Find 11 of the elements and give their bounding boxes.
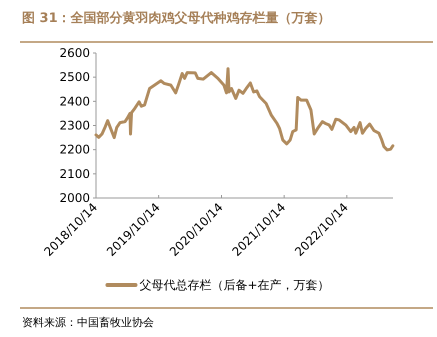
y-tick-label: 2500 [59,70,90,84]
legend-label: 父母代总存栏（后备+在产，万套） [139,278,330,292]
y-tick-label: 2600 [59,46,90,60]
y-tick-label: 2000 [59,191,90,205]
y-tick-label: 2200 [59,142,90,157]
y-tick-label: 2400 [59,94,90,108]
chart-title: 图 31：全国部分黄羽肉鸡父母代种鸡存栏量（万套） [22,10,331,26]
text: 资料来源：中国畜牧业协会 [22,316,154,329]
y-tick-label: 2300 [59,118,90,132]
y-tick-label: 2100 [59,166,90,181]
line-series [94,67,394,152]
